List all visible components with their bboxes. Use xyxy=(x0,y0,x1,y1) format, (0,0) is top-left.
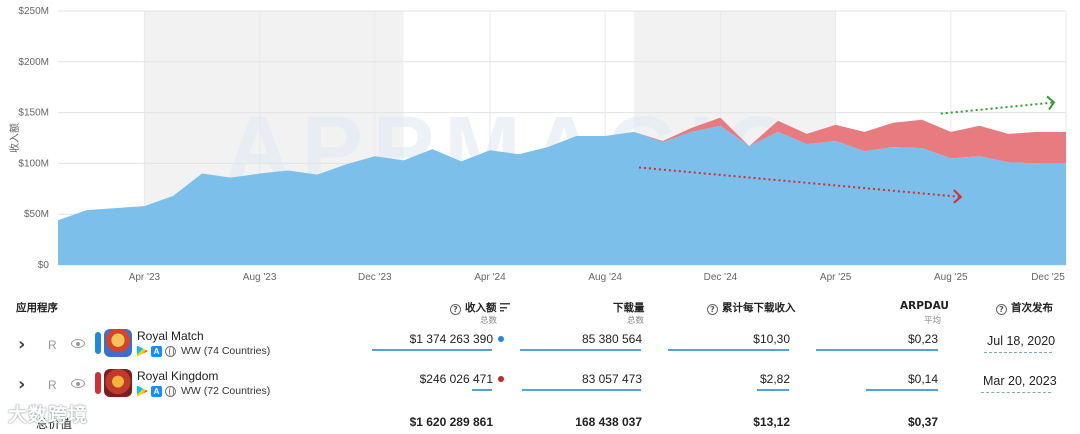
release-underline xyxy=(984,352,1052,353)
arpdau-bar xyxy=(866,389,938,391)
release-date: Mar 20, 2023 xyxy=(983,374,1057,388)
trend-arrow-up xyxy=(940,101,1055,115)
revenue-bar xyxy=(472,389,492,391)
x-tick-label: Apr '25 xyxy=(820,272,852,283)
app-name[interactable]: Royal Match xyxy=(137,329,204,343)
globe-icon xyxy=(165,345,176,357)
trend-arrow-down-head xyxy=(953,189,963,204)
col-sub-arpdau: 平均 xyxy=(924,316,942,326)
globe-icon xyxy=(165,385,176,397)
totals-label: 总价值 xyxy=(36,417,73,431)
cum-rpd-bar xyxy=(668,349,789,351)
col-header-cum-rpd-label: 累计每下载收入 xyxy=(722,302,796,314)
series-dot xyxy=(498,336,504,342)
app-store-icon: A xyxy=(151,345,162,357)
sort-icon[interactable] xyxy=(499,303,510,312)
chevron-right-icon[interactable]: › xyxy=(18,374,26,395)
chevron-right-icon[interactable]: › xyxy=(18,334,26,355)
revenue-bar xyxy=(372,349,492,351)
arpdau-value: $0,14 xyxy=(907,372,938,386)
app-store-icon: A xyxy=(151,385,162,397)
trend-arrow-down xyxy=(638,166,961,198)
x-tick-label: Dec '23 xyxy=(358,272,392,283)
release-underline xyxy=(981,392,1051,393)
row-rank-letter: R xyxy=(48,338,57,352)
revenue-value: $246 026 471 xyxy=(419,372,493,386)
col-header-arpdau[interactable]: ARPDAU xyxy=(900,300,949,312)
app-name[interactable]: Royal Kingdom xyxy=(137,369,219,383)
col-header-revenue-label: 收入额 xyxy=(465,302,497,314)
totals-cum-rpd: $13,12 xyxy=(753,415,790,429)
col-sub-downloads: 总数 xyxy=(627,316,645,326)
x-tick-label: Dec '24 xyxy=(704,272,738,283)
table-row[interactable]: › R Royal Kingdom A WW (72 Countries) $2… xyxy=(0,366,1080,406)
store-badges: A WW (74 Countries) xyxy=(137,344,270,358)
arpdau-value: $0,23 xyxy=(907,332,938,346)
x-tick-label: Dec '25 xyxy=(1031,272,1065,283)
x-tick-label: Aug '25 xyxy=(934,272,968,283)
y-tick-label: $100M xyxy=(18,158,49,169)
release-date: Jul 18, 2020 xyxy=(987,334,1056,348)
revenue-value: $1 374 263 390 xyxy=(409,332,493,346)
series-color-bar xyxy=(95,332,101,354)
totals-revenue: $1 620 289 861 xyxy=(409,415,493,429)
y-tick-label: $250M xyxy=(18,6,49,17)
google-play-icon xyxy=(137,345,148,357)
brand-watermark: 大数跨境 xyxy=(8,404,89,426)
y-tick-label: $50M xyxy=(24,209,49,220)
arpdau-bar xyxy=(816,349,938,351)
store-badges: A WW (72 Countries) xyxy=(137,384,270,398)
table-row[interactable]: › R Royal Match A WW (74 Countries) $1 3… xyxy=(0,326,1080,366)
app-icon[interactable] xyxy=(104,329,132,357)
help-icon[interactable]: ? xyxy=(996,304,1007,315)
cum-rpd-value: $2,82 xyxy=(759,372,790,386)
app-icon[interactable] xyxy=(104,369,132,397)
x-tick-label: Apr '23 xyxy=(129,272,161,283)
revenue-area-chart: APPMAGIC $0$50M$100M$150M$200M$250M Apr … xyxy=(8,6,1067,283)
help-icon[interactable]: ? xyxy=(450,304,461,315)
help-icon[interactable]: ? xyxy=(707,304,718,315)
col-header-app[interactable]: 应用程序 xyxy=(16,302,58,314)
eye-icon[interactable] xyxy=(71,339,85,348)
downloads-bar xyxy=(520,349,641,351)
x-tick-label: Aug '24 xyxy=(588,272,622,283)
totals-downloads: 168 438 037 xyxy=(575,415,642,429)
area-royal-match xyxy=(58,125,1066,265)
y-tick-label: $0 xyxy=(38,260,50,271)
col-sub-revenue: 总数 xyxy=(480,316,498,326)
totals-arpdau: $0,37 xyxy=(907,415,938,429)
eye-icon[interactable] xyxy=(71,379,85,388)
x-tick-label: Aug '23 xyxy=(243,272,277,283)
downloads-value: 85 380 564 xyxy=(581,332,642,346)
col-header-release[interactable]: ? 首次发布 xyxy=(996,300,1053,315)
y-tick-label: $200M xyxy=(18,57,49,68)
row-rank-letter: R xyxy=(48,378,57,392)
downloads-value: 83 057 473 xyxy=(581,372,642,386)
cum-rpd-value: $10,30 xyxy=(753,332,790,346)
y-axis-label: 收入额 xyxy=(8,123,21,153)
col-header-revenue[interactable]: ? 收入额 xyxy=(450,300,510,315)
x-tick-label: Apr '24 xyxy=(474,272,506,283)
region-label: WW (72 Countries) xyxy=(181,385,271,397)
col-header-downloads[interactable]: 下载量 xyxy=(613,302,645,314)
google-play-icon xyxy=(137,385,148,397)
cum-rpd-bar xyxy=(757,389,789,391)
downloads-bar xyxy=(522,389,641,391)
series-color-bar xyxy=(95,372,101,394)
trend-arrow-up-head xyxy=(1046,95,1056,111)
region-label: WW (74 Countries) xyxy=(181,345,271,357)
series-dot xyxy=(498,376,504,382)
y-tick-label: $150M xyxy=(18,108,49,119)
col-header-release-label: 首次发布 xyxy=(1011,302,1053,314)
col-header-cum-rpd[interactable]: ? 累计每下载收入 xyxy=(707,300,796,315)
